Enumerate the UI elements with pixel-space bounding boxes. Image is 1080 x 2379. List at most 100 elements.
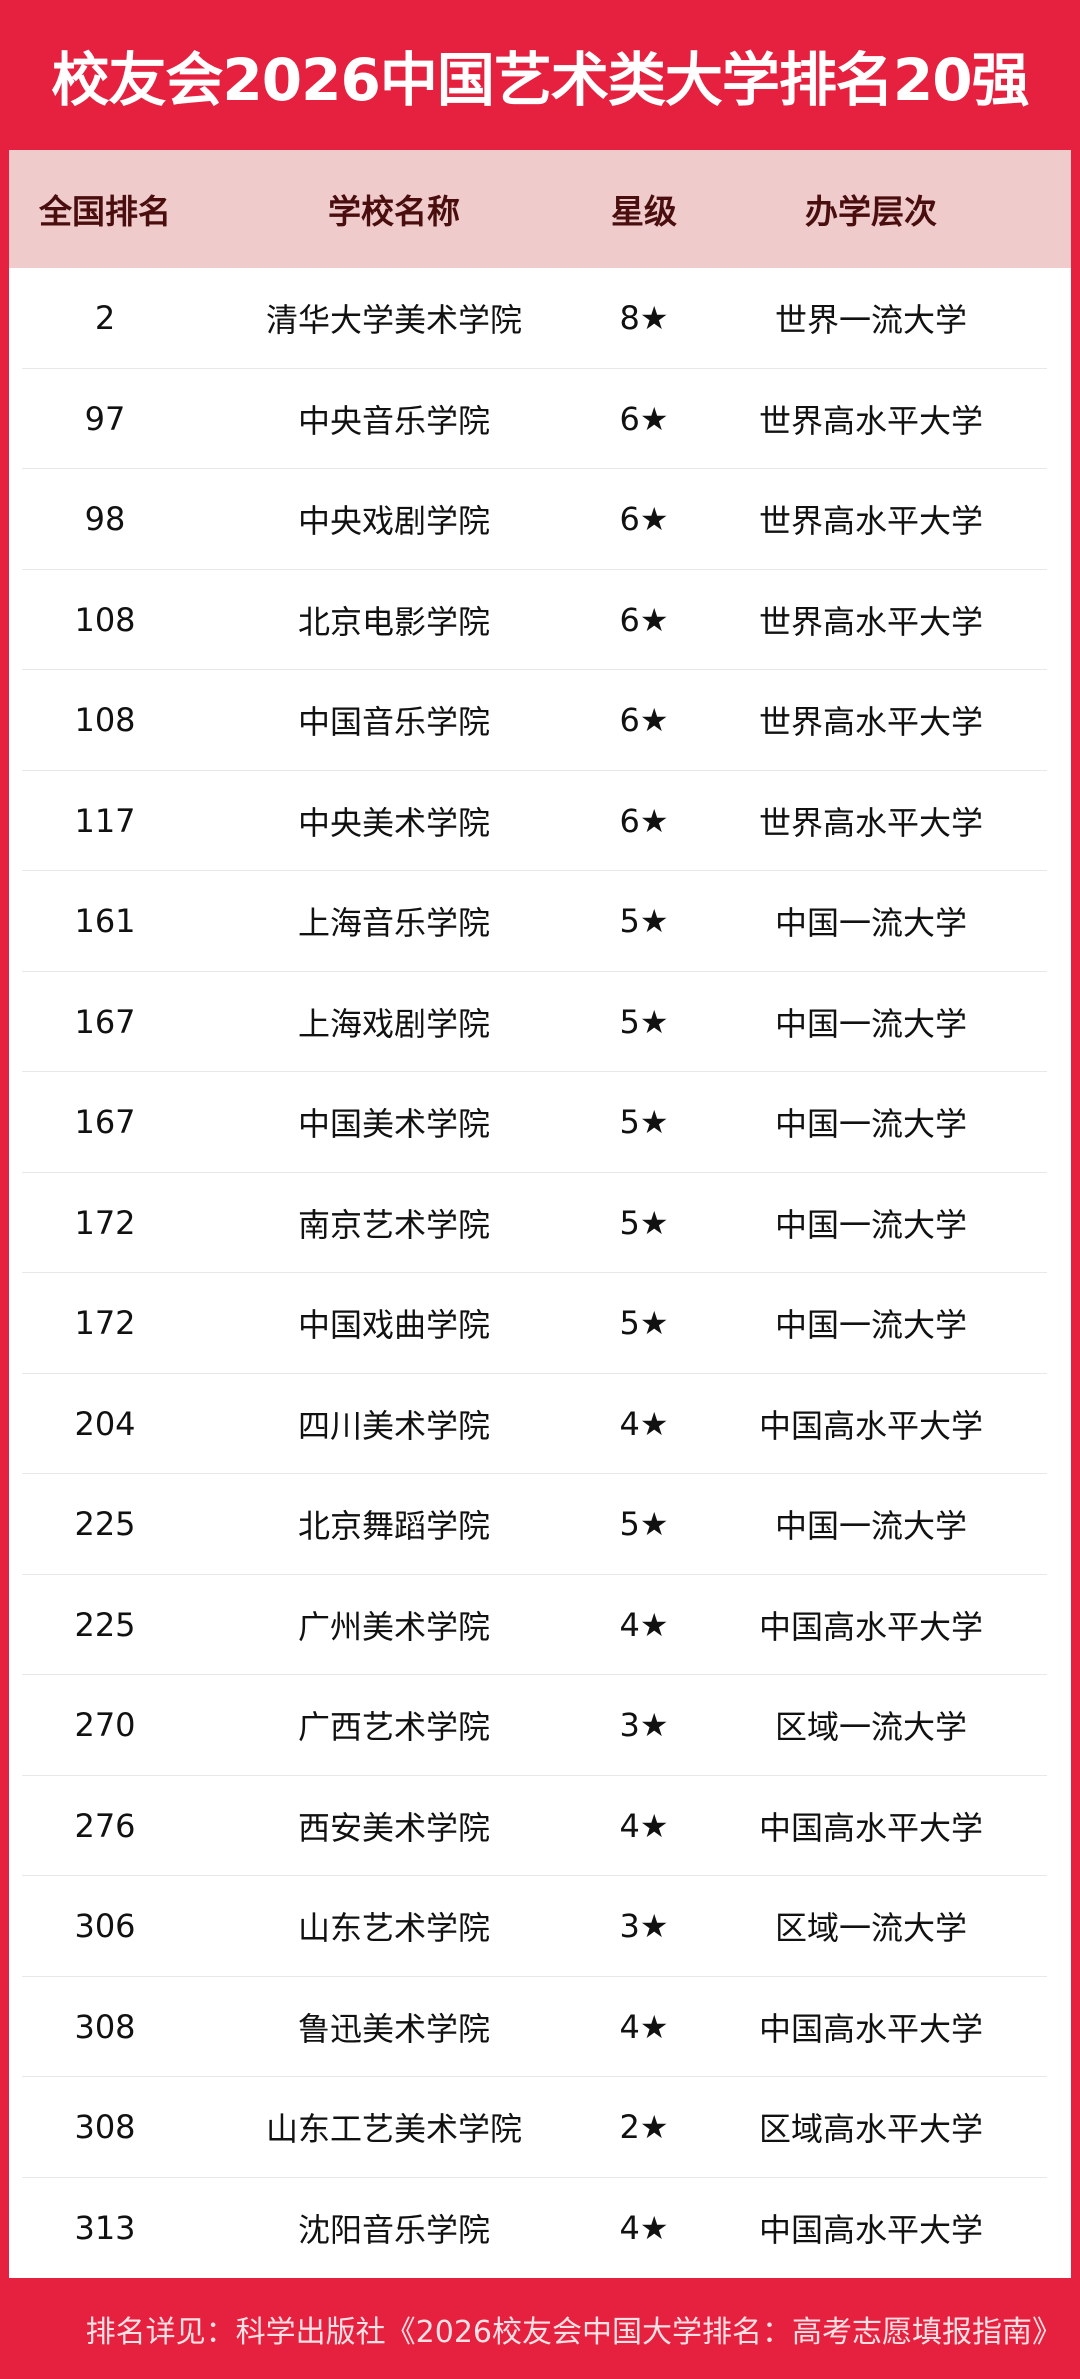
- cell-level: 世界高水平大学: [758, 502, 983, 541]
- header-school: 学校名称: [328, 192, 460, 231]
- cell-rank: 204: [74, 1404, 136, 1443]
- cell-level: 中国一流大学: [774, 1205, 967, 1244]
- cell-level: 中国一流大学: [774, 904, 967, 943]
- cell-rank: 225: [74, 1505, 136, 1544]
- cell-level: 中国高水平大学: [758, 2009, 983, 2048]
- table-header: 全国排名 学校名称 星级 办学层次: [9, 150, 1071, 268]
- cell-school: 广西艺术学院: [297, 1708, 490, 1747]
- table-row: 172 南京艺术学院 5★ 中国一流大学: [9, 1173, 1071, 1274]
- cell-stars: 5★: [619, 902, 669, 941]
- cell-school: 上海音乐学院: [297, 904, 490, 943]
- source-note: 排名详见：科学出版社《2026校友会中国大学排名：高考志愿填报指南》: [85, 2314, 1062, 2350]
- cell-school: 四川美术学院: [297, 1406, 490, 1445]
- cell-school: 中国音乐学院: [297, 703, 490, 742]
- cell-school: 广州美术学院: [297, 1607, 490, 1646]
- cell-stars: 8★: [619, 299, 669, 338]
- cell-rank: 167: [74, 1103, 136, 1142]
- cell-stars: 6★: [619, 399, 669, 438]
- cell-stars: 5★: [619, 1304, 669, 1343]
- cell-rank: 308: [74, 2007, 136, 2046]
- cell-school: 清华大学美术学院: [265, 301, 522, 340]
- cell-school: 中国戏曲学院: [297, 1306, 490, 1345]
- cell-level: 区域高水平大学: [758, 2110, 983, 2149]
- cell-rank: 108: [74, 701, 136, 740]
- cell-stars: 4★: [619, 1806, 669, 1845]
- header-stars: 星级: [611, 192, 677, 231]
- cell-school: 中央戏剧学院: [297, 502, 490, 541]
- cell-rank: 313: [74, 2208, 136, 2247]
- cell-stars: 4★: [619, 1404, 669, 1443]
- cell-level: 中国一流大学: [774, 1105, 967, 1144]
- cell-rank: 225: [74, 1605, 136, 1644]
- cell-level: 世界一流大学: [774, 301, 967, 340]
- cell-rank: 172: [74, 1203, 136, 1242]
- cell-school: 中央美术学院: [297, 803, 490, 842]
- cell-school: 上海戏剧学院: [297, 1004, 490, 1043]
- cell-rank: 276: [74, 1806, 136, 1845]
- cell-rank: 117: [74, 801, 136, 840]
- cell-level: 中国一流大学: [774, 1004, 967, 1043]
- cell-rank: 172: [74, 1304, 136, 1343]
- table-row: 97 中央音乐学院 6★ 世界高水平大学: [9, 369, 1071, 470]
- cell-stars: 2★: [619, 2108, 669, 2147]
- cell-school: 西安美术学院: [297, 1808, 490, 1847]
- cell-stars: 4★: [619, 1605, 669, 1644]
- table-row: 2 清华大学美术学院 8★ 世界一流大学: [9, 268, 1071, 369]
- table-row: 306 山东艺术学院 3★ 区域一流大学: [9, 1876, 1071, 1977]
- ranking-table: 全国排名 学校名称 星级 办学层次 2 清华大学美术学院 8★ 世界一流大学 97 中央音…: [9, 150, 1071, 2278]
- table-row: 98 中央戏剧学院 6★ 世界高水平大学: [9, 469, 1071, 570]
- cell-stars: 6★: [619, 500, 669, 539]
- cell-level: 区域一流大学: [774, 1909, 967, 1948]
- cell-level: 区域一流大学: [774, 1708, 967, 1747]
- cell-stars: 5★: [619, 1203, 669, 1242]
- cell-stars: 4★: [619, 2208, 669, 2247]
- table-row: 225 北京舞蹈学院 5★ 中国一流大学: [9, 1474, 1071, 1575]
- cell-level: 世界高水平大学: [758, 401, 983, 440]
- cell-school: 山东工艺美术学院: [265, 2110, 522, 2149]
- cell-school: 中央音乐学院: [297, 401, 490, 440]
- header-rank: 全国排名: [39, 192, 171, 231]
- table-row: 276 西安美术学院 4★ 中国高水平大学: [9, 1776, 1071, 1877]
- cell-rank: 97: [84, 399, 126, 438]
- cell-level: 中国一流大学: [774, 1306, 967, 1345]
- cell-stars: 3★: [619, 1907, 669, 1946]
- cell-school: 北京电影学院: [297, 602, 490, 641]
- cell-rank: 161: [74, 902, 136, 941]
- cell-school: 山东艺术学院: [297, 1909, 490, 1948]
- table-row: 117 中央美术学院 6★ 世界高水平大学: [9, 771, 1071, 872]
- cell-level: 中国一流大学: [774, 1507, 967, 1546]
- cell-level: 世界高水平大学: [758, 703, 983, 742]
- table-row: 225 广州美术学院 4★ 中国高水平大学: [9, 1575, 1071, 1676]
- cell-stars: 5★: [619, 1002, 669, 1041]
- cell-stars: 6★: [619, 600, 669, 639]
- cell-stars: 4★: [619, 2007, 669, 2046]
- cell-level: 世界高水平大学: [758, 803, 983, 842]
- cell-rank: 108: [74, 600, 136, 639]
- cell-stars: 5★: [619, 1505, 669, 1544]
- cell-rank: 2: [94, 299, 116, 338]
- cell-level: 世界高水平大学: [758, 602, 983, 641]
- table-row: 108 中国音乐学院 6★ 世界高水平大学: [9, 670, 1071, 771]
- cell-level: 中国高水平大学: [758, 1406, 983, 1445]
- cell-school: 沈阳音乐学院: [297, 2210, 490, 2249]
- table-body: 2 清华大学美术学院 8★ 世界一流大学 97 中央音乐学院 6★ 世界高水平大学 98 中央戏剧…: [9, 268, 1071, 2278]
- table-row: 308 山东工艺美术学院 2★ 区域高水平大学: [9, 2077, 1071, 2178]
- table-row: 204 四川美术学院 4★ 中国高水平大学: [9, 1374, 1071, 1475]
- cell-stars: 6★: [619, 701, 669, 740]
- cell-stars: 6★: [619, 801, 669, 840]
- cell-stars: 3★: [619, 1706, 669, 1745]
- cell-rank: 167: [74, 1002, 136, 1041]
- table-row: 167 中国美术学院 5★ 中国一流大学: [9, 1072, 1071, 1173]
- cell-rank: 306: [74, 1907, 136, 1946]
- cell-level: 中国高水平大学: [758, 1607, 983, 1646]
- table-row: 172 中国戏曲学院 5★ 中国一流大学: [9, 1273, 1071, 1374]
- cell-school: 中国美术学院: [297, 1105, 490, 1144]
- cell-school: 南京艺术学院: [297, 1205, 490, 1244]
- table-row: 167 上海戏剧学院 5★ 中国一流大学: [9, 972, 1071, 1073]
- cell-stars: 5★: [619, 1103, 669, 1142]
- cell-school: 北京舞蹈学院: [297, 1507, 490, 1546]
- cell-level: 中国高水平大学: [758, 2210, 983, 2249]
- table-row: 161 上海音乐学院 5★ 中国一流大学: [9, 871, 1071, 972]
- page-title: 校友会2026中国艺术类大学排名20强: [51, 46, 1029, 114]
- cell-rank: 270: [74, 1706, 136, 1745]
